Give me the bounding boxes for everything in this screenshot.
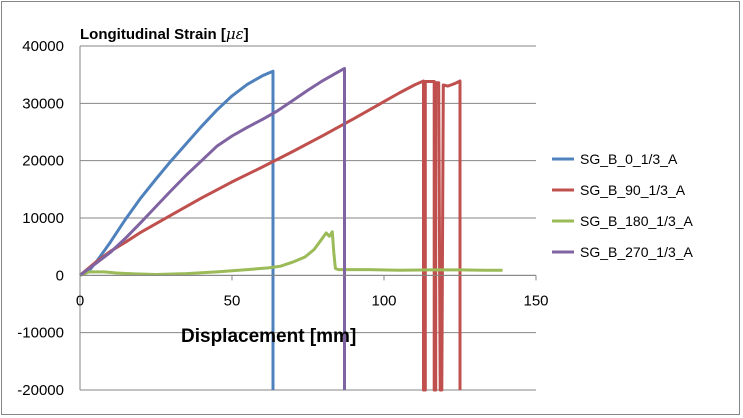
x-tick-label: 0 xyxy=(76,292,84,309)
y-axis-label-unit: με xyxy=(226,25,244,43)
y-tick-label: 10000 xyxy=(22,210,64,227)
series-line xyxy=(79,230,503,277)
x-tick-label: 150 xyxy=(523,292,548,309)
legend: SG_B_0_1/3_A SG_B_90_1/3_A SG_B_180_1/3_A S… xyxy=(552,151,694,260)
y-axis-label-close: ] xyxy=(244,26,249,43)
x-tick-label: 100 xyxy=(371,292,396,309)
y-tick-label: -10000 xyxy=(17,325,64,342)
y-axis-label: Longitudinal Strain [με] xyxy=(80,25,249,43)
legend-label: SG_B_0_1/3_A xyxy=(580,151,678,167)
y-axis-label-text: Longitudinal Strain [ xyxy=(80,26,226,43)
series-layer xyxy=(79,66,503,392)
axes xyxy=(79,46,536,390)
legend-label: SG_B_270_1/3_A xyxy=(580,244,694,260)
legend-label: SG_B_180_1/3_A xyxy=(580,213,694,229)
tick-labels: -20000 -10000 0 10000 20000 30000 40000 0 50 100 1… xyxy=(17,38,548,399)
series-line xyxy=(79,79,462,392)
y-tick-label: 0 xyxy=(56,267,64,284)
x-axis-label: Displacement [mm] xyxy=(181,326,356,347)
y-tick-label: 20000 xyxy=(22,153,64,170)
y-tick-label: 40000 xyxy=(22,38,64,55)
x-tick-label: 50 xyxy=(224,292,241,309)
legend-label: SG_B_90_1/3_A xyxy=(580,182,686,198)
y-tick-label: -20000 xyxy=(17,382,64,399)
y-tick-label: 30000 xyxy=(22,95,64,112)
series-line xyxy=(79,69,275,390)
series-line xyxy=(79,66,346,390)
